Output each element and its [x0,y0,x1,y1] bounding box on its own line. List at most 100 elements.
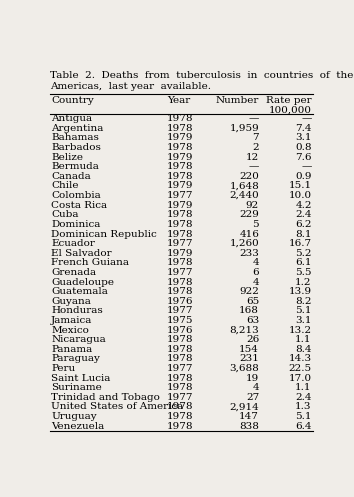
Text: 1.1: 1.1 [295,383,312,392]
Text: Antigua: Antigua [51,114,92,123]
Text: Guatemala: Guatemala [51,287,108,296]
Text: 1,648: 1,648 [229,181,259,190]
Text: Belize: Belize [51,153,83,162]
Text: 1978: 1978 [167,403,194,412]
Text: 92: 92 [246,201,259,210]
Text: Guadeloupe: Guadeloupe [51,277,114,286]
Text: 4: 4 [252,258,259,267]
Text: Peru: Peru [51,364,75,373]
Text: 5.1: 5.1 [295,306,312,315]
Text: 2,440: 2,440 [229,191,259,200]
Text: Guyana: Guyana [51,297,91,306]
Text: 15.1: 15.1 [289,181,312,190]
Text: Dominican Republic: Dominican Republic [51,230,157,239]
Text: 1978: 1978 [167,220,194,229]
Text: 0.9: 0.9 [295,172,312,181]
Text: 1979: 1979 [167,153,194,162]
Text: 2.4: 2.4 [295,210,312,219]
Text: Saint Lucia: Saint Lucia [51,374,110,383]
Text: 4: 4 [252,383,259,392]
Text: Venezuela: Venezuela [51,421,104,430]
Text: 1978: 1978 [167,354,194,363]
Text: 7: 7 [252,134,259,143]
Text: 838: 838 [239,421,259,430]
Text: 1.2: 1.2 [295,277,312,286]
Text: 1976: 1976 [167,297,194,306]
Text: 1978: 1978 [167,230,194,239]
Text: 4.2: 4.2 [295,201,312,210]
Text: 6.2: 6.2 [295,220,312,229]
Text: 22.5: 22.5 [289,364,312,373]
Text: 1978: 1978 [167,412,194,421]
Text: 1978: 1978 [167,421,194,430]
Text: 5.1: 5.1 [295,412,312,421]
Text: Panama: Panama [51,345,92,354]
Text: Rate per
100,000: Rate per 100,000 [266,95,312,115]
Text: Paraguay: Paraguay [51,354,100,363]
Text: French Guiana: French Guiana [51,258,129,267]
Text: 1978: 1978 [167,163,194,171]
Text: —: — [249,114,259,123]
Text: 416: 416 [239,230,259,239]
Text: 16.7: 16.7 [289,239,312,248]
Text: 1979: 1979 [167,134,194,143]
Text: Argentina: Argentina [51,124,103,133]
Text: 13.2: 13.2 [289,326,312,334]
Text: Chile: Chile [51,181,79,190]
Text: 2: 2 [252,143,259,152]
Text: 1976: 1976 [167,326,194,334]
Text: 1.3: 1.3 [295,403,312,412]
Text: 6.1: 6.1 [295,258,312,267]
Text: 1979: 1979 [167,181,194,190]
Text: 8.1: 8.1 [295,230,312,239]
Text: —: — [249,163,259,171]
Text: 922: 922 [239,287,259,296]
Text: Bahamas: Bahamas [51,134,99,143]
Text: Dominica: Dominica [51,220,101,229]
Text: 17.0: 17.0 [289,374,312,383]
Text: 1977: 1977 [167,364,194,373]
Text: 1978: 1978 [167,335,194,344]
Text: 220: 220 [239,172,259,181]
Text: 1978: 1978 [167,124,194,133]
Text: Jamaica: Jamaica [51,316,92,325]
Text: Trinidad and Tobago: Trinidad and Tobago [51,393,160,402]
Text: 1977: 1977 [167,191,194,200]
Text: 6: 6 [252,268,259,277]
Text: Barbados: Barbados [51,143,101,152]
Text: 1978: 1978 [167,143,194,152]
Text: 3.1: 3.1 [295,134,312,143]
Text: Colombia: Colombia [51,191,101,200]
Text: 1.1: 1.1 [295,335,312,344]
Text: Honduras: Honduras [51,306,103,315]
Text: 1978: 1978 [167,210,194,219]
Text: 1978: 1978 [167,287,194,296]
Text: 19: 19 [246,374,259,383]
Text: Suriname: Suriname [51,383,102,392]
Text: El Salvador: El Salvador [51,248,112,258]
Text: 1977: 1977 [167,268,194,277]
Text: 1975: 1975 [167,316,194,325]
Text: 1977: 1977 [167,306,194,315]
Text: Canada: Canada [51,172,91,181]
Text: 1977: 1977 [167,239,194,248]
Text: 1978: 1978 [167,172,194,181]
Text: 8.4: 8.4 [295,345,312,354]
Text: 0.8: 0.8 [295,143,312,152]
Text: 1,260: 1,260 [229,239,259,248]
Text: Bermuda: Bermuda [51,163,99,171]
Text: 8,213: 8,213 [229,326,259,334]
Text: 231: 231 [239,354,259,363]
Text: 5.2: 5.2 [295,248,312,258]
Text: 168: 168 [239,306,259,315]
Text: 1979: 1979 [167,248,194,258]
Text: Ecuador: Ecuador [51,239,95,248]
Text: 1978: 1978 [167,277,194,286]
Text: 63: 63 [246,316,259,325]
Text: 1978: 1978 [167,258,194,267]
Text: 4: 4 [252,277,259,286]
Text: Mexico: Mexico [51,326,89,334]
Text: Uruguay: Uruguay [51,412,97,421]
Text: 229: 229 [239,210,259,219]
Text: Table  2.  Deaths  from  tuberculosis  in  countries  of  the
Americas,  last ye: Table 2. Deaths from tuberculosis in cou… [50,71,353,90]
